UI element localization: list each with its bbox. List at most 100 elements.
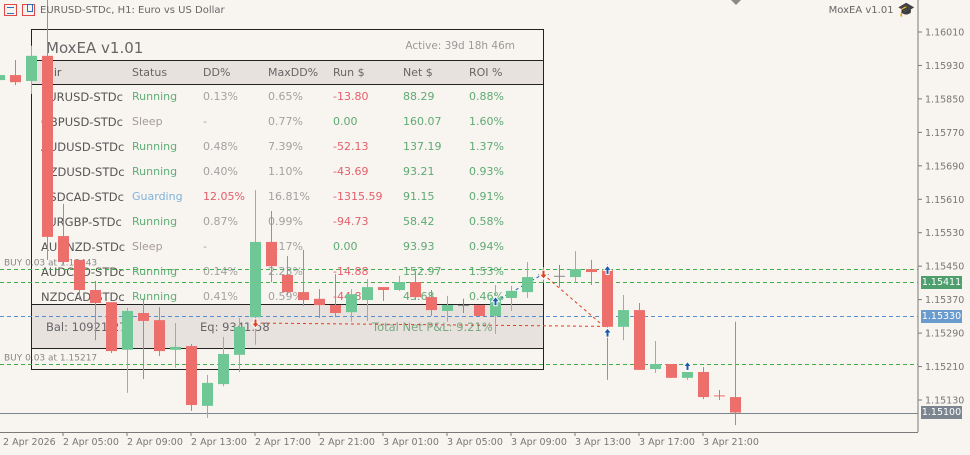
price-tick-label: 1.15610 [925,195,964,206]
dd-cell: - [203,115,207,128]
maxdd-cell: 0.77% [268,115,303,128]
candle-body [0,75,5,81]
buy-arrow-icon [682,360,693,372]
pair-cell: EURGBP-STDc [41,215,122,229]
candle-body [666,364,677,378]
candle-body [202,382,213,406]
candle-body [570,269,581,278]
candle-body [602,269,613,327]
time-tick-label: 2 Apr 09:00 [127,437,183,448]
roi-cell: 0.91% [469,190,504,203]
pair-cell: AUDCAD-STDc [41,265,125,279]
roi-cell: 0.94% [469,240,504,253]
table-row: EURGBP-STDc Running 0.87% 0.99% -94.73 58.42 0… [32,210,543,235]
roi-cell: 1.53% [469,265,504,278]
ea-indicator[interactable]: MoxEA v1.01 🎓 [828,2,915,18]
maxdd-cell: 7.39% [268,140,303,153]
dd-cell: 0.40% [203,165,238,178]
candle-body [618,310,629,327]
symbol-title: EURUSD-STDc, H1: Euro vs US Dollar [40,4,225,16]
roi-cell: 0.93% [469,165,504,178]
pair-cell: NZDUSD-STDc [41,165,125,179]
status-cell: Sleep [132,240,163,253]
ea-dashboard-panel: MoxEA v1.01 Active: 39d 18h 46m Pair Sta… [31,29,544,370]
time-tick-label: 3 Apr 01:00 [383,437,439,448]
run-cell: -52.13 [333,140,369,153]
price-tick-label: 1.16010 [925,28,964,39]
pair-cell: EURUSD-STDc [41,90,123,104]
buy-arrow-icon [602,264,613,275]
price-tick-label: 1.15690 [925,161,964,172]
net-cell: 152.97 [403,265,442,278]
candle-body [650,364,661,370]
price-tag: 1.15100 [921,406,962,420]
dd-cell: 0.48% [203,140,238,153]
table-row: USDCAD-STDc Guarding 12.05% 16.81% -1315.59 9… [32,185,543,210]
time-tick-label: 3 Apr 13:00 [575,437,631,448]
dd-cell: 0.87% [203,215,238,228]
table-row: AUDCAD-STDc Running 0.14% 2.23% -14.88 152.97… [32,260,543,285]
price-tick-label: 1.15930 [925,61,964,72]
status-cell: Running [132,265,178,278]
pair-cell: AUDUSD-STDc [41,140,125,154]
dd-cell: 12.05% [203,190,245,203]
header-roi: ROI % [469,66,503,79]
time-tick-label: 2 Apr 17:00 [255,437,311,448]
net-cell: 137.19 [403,140,442,153]
price-tick-label: 1.15850 [925,94,964,105]
run-cell: -1315.59 [333,190,383,203]
trade-link-line [542,273,608,330]
price-tick-label: 1.15450 [925,262,964,273]
time-tick-label: 3 Apr 17:00 [639,437,695,448]
balance: Bal: 10921.27 [46,320,127,334]
status-cell: Running [132,90,178,103]
graduation-cap-icon: 🎓 [897,2,915,18]
maxdd-cell: 0.59% [268,290,303,303]
header-run: Run $ [333,66,365,79]
chart-shift-marker-icon[interactable] [731,0,741,5]
status-cell: Running [132,165,178,178]
price-tick-label: 1.15770 [925,128,964,139]
time-tick-label: 3 Apr 09:00 [511,437,567,448]
maxdd-cell: 5.17% [268,240,303,253]
template-icon[interactable] [22,4,35,16]
status-cell: Sleep [132,115,163,128]
net-cell: 91.15 [403,190,435,203]
dd-cell: - [203,240,207,253]
dd-cell: 0.13% [203,90,238,103]
pair-cell: AUDNZD-STDc [41,240,126,254]
time-tick-label: 2 Apr 2026 [3,437,56,448]
table-header: Pair Status DD% MaxDD% Run $ Net $ ROI % [32,60,543,85]
buy-arrow-icon [602,327,613,338]
candle-body [682,371,693,378]
candle-body [698,371,709,398]
dd-cell: 0.14% [203,265,238,278]
ea-label: MoxEA v1.01 [828,4,894,16]
header-status: Status [132,66,168,79]
maxdd-cell: 1.10% [268,165,303,178]
net-cell: 45.68 [403,290,435,303]
table-row: NZDUSD-STDc Running 0.40% 1.10% -43.69 93.21 0… [32,160,543,185]
run-cell: -44.87 [333,290,369,303]
maxdd-cell: 0.99% [268,215,303,228]
maxdd-cell: 2.23% [268,265,303,278]
net-cell: 58.42 [403,215,435,228]
active-duration: Active: 39d 18h 46m [405,40,515,52]
run-cell: -94.73 [333,215,369,228]
net-cell: 160.07 [403,115,442,128]
time-tick-label: 2 Apr 21:00 [319,437,375,448]
status-cell: Running [132,140,178,153]
trade-list-icon[interactable] [4,4,17,16]
time-tick-label: 2 Apr 05:00 [63,437,119,448]
table-row: EURUSD-STDc Running 0.13% 0.65% -13.80 88.29 0… [32,85,543,110]
roi-cell: 0.88% [469,90,504,103]
run-cell: 0.00 [333,115,358,128]
pair-cell: GBPUSD-STDc [41,115,123,129]
table-row: GBPUSD-STDc Sleep - 0.77% 0.00 160.07 1.60% [32,110,543,135]
maxdd-cell: 0.65% [268,90,303,103]
net-cell: 93.21 [403,165,435,178]
header-maxdd: MaxDD% [268,66,319,79]
header-pair: Pair [41,66,62,79]
roi-cell: 1.60% [469,115,504,128]
price-tick-label: 1.15530 [925,228,964,239]
